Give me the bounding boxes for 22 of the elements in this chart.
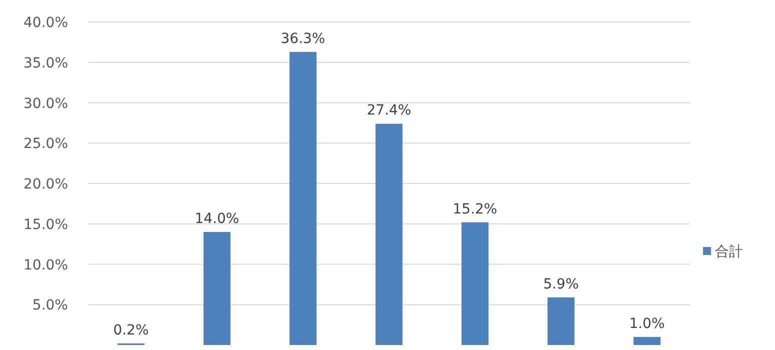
bar bbox=[376, 124, 402, 345]
y-tick-label: 20.0% bbox=[24, 176, 68, 192]
data-label: 1.0% bbox=[629, 316, 665, 332]
y-tick-label: 40.0% bbox=[24, 15, 68, 31]
legend-label: 合計 bbox=[715, 244, 743, 260]
data-label: 36.3% bbox=[280, 30, 326, 47]
y-tick-label: 15.0% bbox=[24, 216, 68, 233]
y-tick-label: 10.0% bbox=[24, 257, 68, 274]
data-label: 14.0% bbox=[194, 210, 240, 227]
y-tick-label: 35.0% bbox=[24, 55, 68, 72]
data-label: 27.4% bbox=[366, 102, 412, 119]
data-label: 0.2% bbox=[113, 322, 149, 338]
y-tick-label: 25.0% bbox=[24, 136, 68, 152]
y-tick-label: 5.0% bbox=[32, 298, 68, 314]
data-label: 5.9% bbox=[543, 276, 579, 292]
bar bbox=[204, 232, 230, 345]
bar bbox=[548, 297, 574, 345]
bar bbox=[290, 52, 316, 345]
bar bbox=[634, 336, 660, 345]
y-tick-label: 30.0% bbox=[24, 96, 68, 112]
bar bbox=[462, 222, 488, 345]
data-label: 15.2% bbox=[452, 201, 498, 218]
